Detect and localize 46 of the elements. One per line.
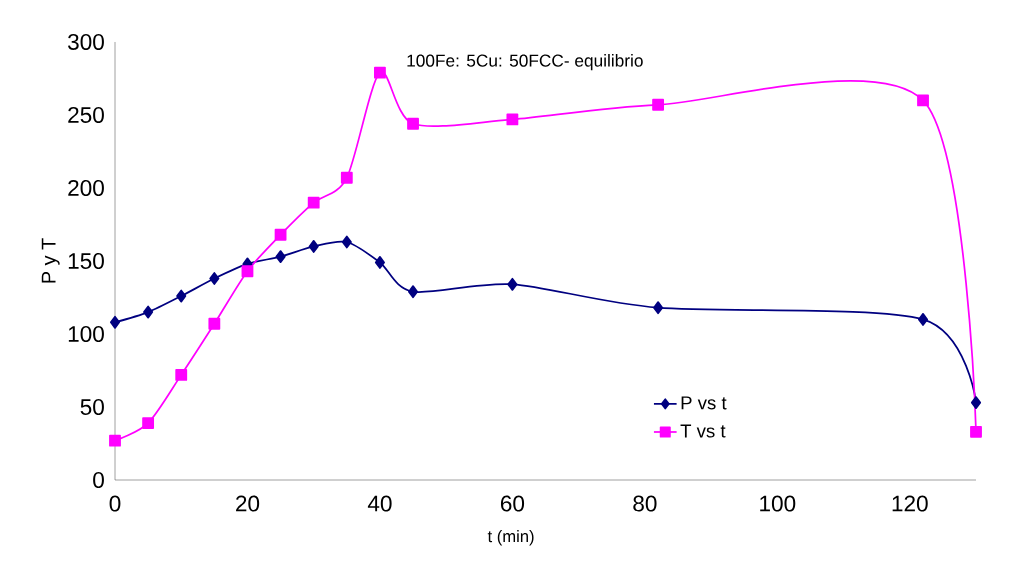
point <box>374 256 385 269</box>
point <box>274 228 287 241</box>
x-axis-title: t (min) <box>487 530 534 546</box>
x-tick-label: 120 <box>892 495 928 512</box>
y-tick-label: 150 <box>68 253 104 269</box>
y-tick-label: 200 <box>68 180 104 196</box>
point <box>208 317 221 330</box>
point <box>142 417 155 429</box>
point <box>341 235 352 249</box>
y-tick-label: 50 <box>80 399 104 415</box>
point <box>652 98 665 111</box>
point <box>407 285 419 299</box>
point <box>176 289 187 303</box>
text: 100Fe: 5Cu: 50FCC- equilibrio <box>407 54 643 71</box>
point <box>308 239 319 253</box>
point <box>970 396 982 410</box>
point <box>175 368 188 381</box>
point <box>407 117 419 130</box>
point <box>109 434 121 447</box>
point <box>143 305 154 319</box>
point <box>275 250 286 264</box>
x-tick-label: 20 <box>236 495 260 512</box>
point <box>340 171 353 184</box>
x-tick-label: 80 <box>633 495 657 512</box>
point <box>307 196 320 209</box>
y-axis-title: P y T <box>41 238 60 283</box>
y-tick-label: 300 <box>67 34 104 50</box>
y-tick-label: 250 <box>68 107 104 123</box>
legend-label: T vs t <box>680 424 726 438</box>
point <box>241 265 254 278</box>
point <box>109 315 121 329</box>
legend-label: P vs t <box>681 396 727 410</box>
point <box>653 301 664 315</box>
point <box>507 277 518 291</box>
y-tick-label: 100 <box>68 326 104 342</box>
point <box>374 66 386 79</box>
point <box>970 425 982 438</box>
x-tick-label: 60 <box>500 495 525 512</box>
point <box>506 113 519 126</box>
point <box>917 312 929 326</box>
x-tick-label: 0 <box>109 495 121 512</box>
point <box>209 272 220 285</box>
x-tick-label: 100 <box>760 495 796 512</box>
x-tick-label: 40 <box>367 495 392 512</box>
point <box>917 94 929 107</box>
y-tick-label: 0 <box>93 472 104 488</box>
